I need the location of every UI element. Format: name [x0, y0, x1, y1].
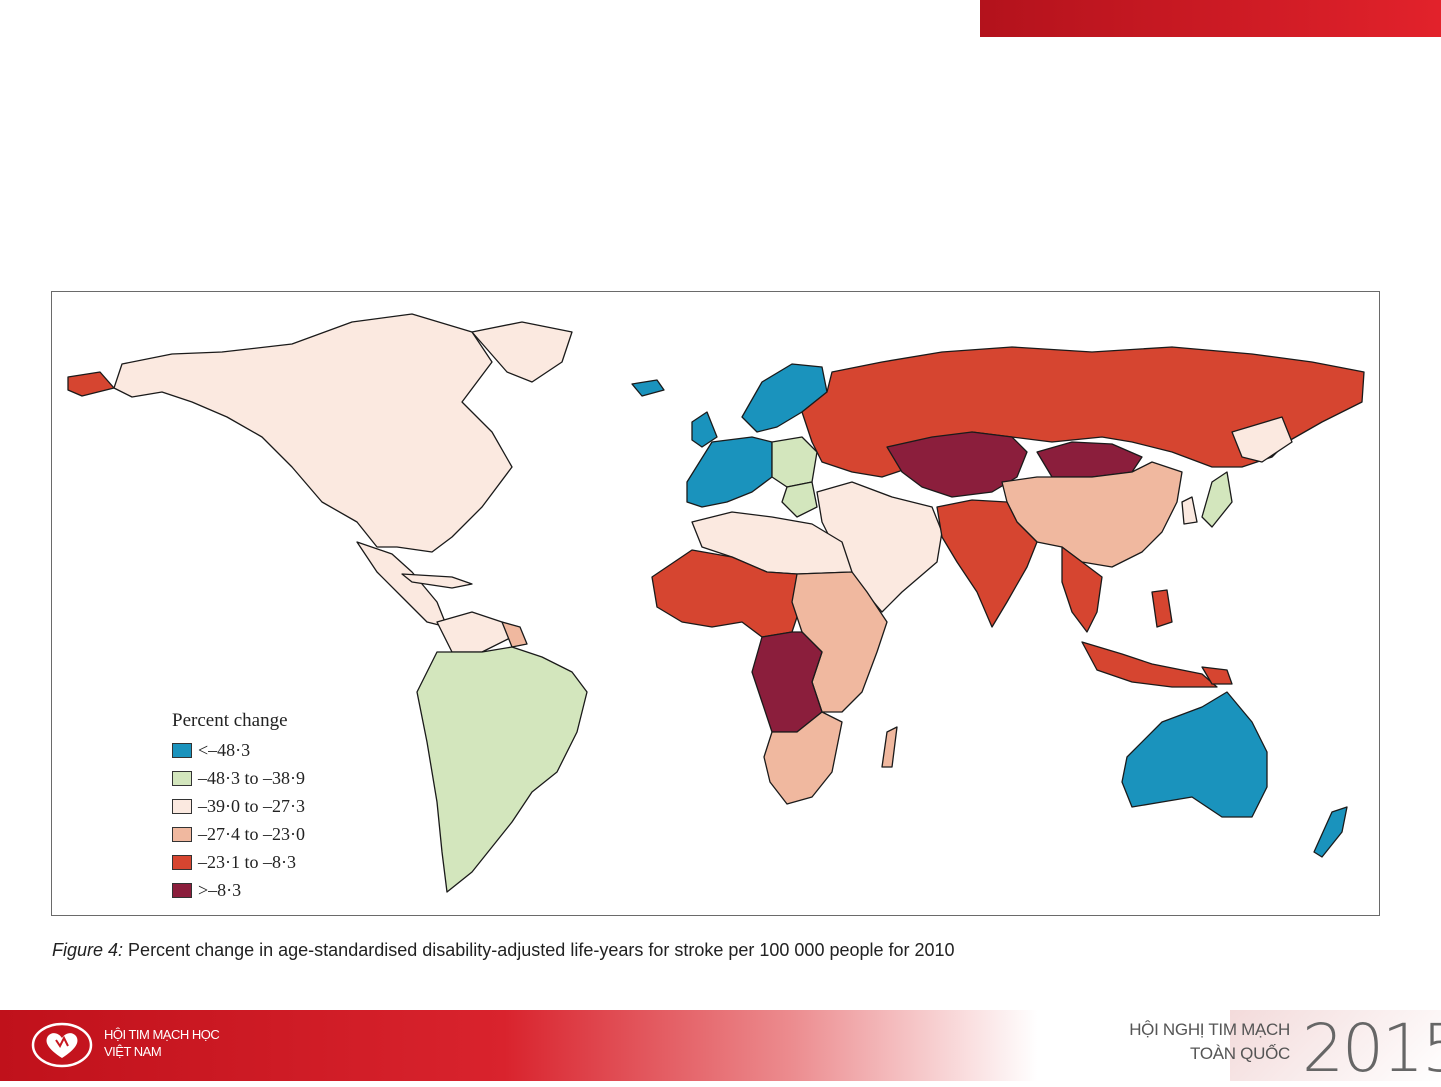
region-korea [1181, 496, 1198, 525]
figure-caption-text: Percent change in age-standardised disab… [123, 940, 955, 960]
world-map-figure: Percent change <–48·3 –48·3 to –38·9 –39… [51, 291, 1380, 916]
legend-label: –48·3 to –38·9 [198, 767, 305, 788]
region-central-asia [886, 431, 1028, 498]
region-caribbean [401, 573, 473, 589]
footer-org-line1: HỘI TIM MẠCH HỌC [104, 1027, 220, 1042]
legend-label: –23·1 to –8·3 [198, 851, 296, 872]
legend-item: <–48·3 [172, 736, 305, 764]
footer-conf-line1: HỘI NGHỊ TIM MẠCH [1129, 1020, 1290, 1039]
region-south-america [416, 646, 588, 893]
legend-item: –48·3 to –38·9 [172, 764, 305, 792]
legend-item: –27·4 to –23·0 [172, 820, 305, 848]
region-western-europe [686, 436, 773, 508]
region-uk [691, 411, 718, 448]
region-madagascar [881, 726, 898, 768]
footer-decoration [1230, 1010, 1441, 1081]
footer-bar: HỘI TIM MẠCH HỌC VIỆT NAM HỘI NGHỊ TIM M… [0, 1010, 1441, 1087]
legend-label: –27·4 to –23·0 [198, 823, 305, 844]
legend-label: >–8·3 [198, 879, 242, 900]
footer-year: 2015 [1302, 1010, 1441, 1087]
figure-label: Figure 4: [52, 940, 124, 960]
legend-swatch [172, 826, 192, 842]
region-iceland [631, 379, 665, 397]
region-southeast-asia [1061, 546, 1103, 633]
legend-item: –23·1 to –8·3 [172, 848, 305, 876]
region-philippines [1151, 589, 1173, 628]
map-legend: Percent change <–48·3 –48·3 to –38·9 –39… [172, 710, 305, 904]
region-far-east [1231, 416, 1293, 463]
region-eastern-europe [771, 436, 818, 488]
region-indonesia [1081, 641, 1218, 688]
region-balkans [781, 481, 818, 518]
top-accent-bar [980, 0, 1441, 37]
region-new-guinea [1201, 666, 1233, 685]
region-central-africa [751, 631, 823, 733]
legend-label: <–48·3 [198, 739, 251, 760]
legend-item: >–8·3 [172, 876, 305, 904]
region-japan [1201, 471, 1233, 528]
legend-swatch [172, 798, 192, 814]
footer-org-name: HỘI TIM MẠCH HỌC VIỆT NAM [104, 1026, 220, 1060]
legend-title: Percent change [172, 710, 288, 731]
region-southern-africa [763, 711, 843, 805]
region-north-america [113, 313, 513, 553]
region-alaska [67, 371, 115, 397]
footer-conference-name: HỘI NGHỊ TIM MẠCH TOÀN QUỐC [1100, 1018, 1290, 1066]
figure-caption: Figure 4: Percent change in age-standard… [52, 940, 955, 961]
region-south-asia [936, 499, 1038, 628]
region-mongolia [1036, 441, 1143, 478]
region-guianas [501, 621, 528, 648]
region-greenland [471, 321, 573, 383]
region-new-zealand [1313, 806, 1348, 858]
legend-swatch [172, 742, 192, 758]
legend-swatch [172, 882, 192, 898]
heart-association-logo-icon [31, 1022, 93, 1068]
region-north-south-america [436, 611, 513, 653]
legend-swatch [172, 854, 192, 870]
legend-swatch [172, 770, 192, 786]
region-australia [1121, 691, 1268, 818]
footer-org-line2: VIỆT NAM [104, 1044, 162, 1059]
footer-conf-line2: TOÀN QUỐC [1190, 1044, 1290, 1063]
legend-label: –39·0 to –27·3 [198, 795, 305, 816]
legend-item: –39·0 to –27·3 [172, 792, 305, 820]
world-map [67, 313, 1365, 893]
